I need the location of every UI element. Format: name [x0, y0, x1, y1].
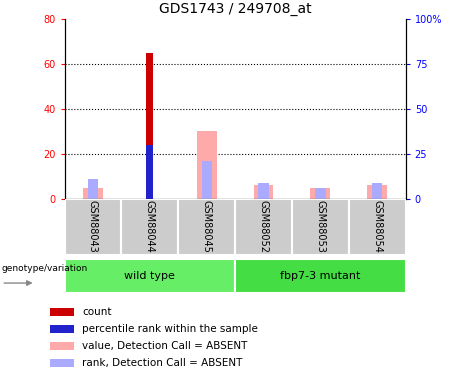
Text: genotype/variation: genotype/variation — [1, 264, 88, 273]
Bar — [197, 131, 217, 199]
Bar — [235, 199, 292, 255]
Bar — [88, 178, 98, 199]
Bar — [201, 160, 212, 199]
Text: wild type: wild type — [124, 271, 175, 280]
Bar — [50, 359, 74, 367]
Bar — [65, 199, 121, 255]
Bar — [50, 308, 74, 316]
Bar — [121, 199, 178, 255]
Text: fbp7-3 mutant: fbp7-3 mutant — [280, 271, 361, 280]
Bar — [65, 259, 235, 292]
Bar — [292, 199, 349, 255]
Bar — [50, 325, 74, 333]
Text: GSM88043: GSM88043 — [88, 201, 98, 253]
Text: GSM88054: GSM88054 — [372, 200, 382, 254]
Bar — [367, 185, 387, 199]
Bar — [83, 188, 103, 199]
Bar — [50, 342, 74, 350]
Text: count: count — [82, 307, 112, 317]
Bar — [349, 199, 406, 255]
Text: GSM88044: GSM88044 — [145, 201, 155, 253]
Bar — [147, 145, 153, 199]
Text: percentile rank within the sample: percentile rank within the sample — [82, 324, 258, 334]
Bar — [235, 259, 406, 292]
Title: GDS1743 / 249708_at: GDS1743 / 249708_at — [159, 2, 312, 16]
Text: GSM88052: GSM88052 — [259, 200, 269, 254]
Bar — [315, 188, 325, 199]
Bar — [259, 183, 269, 199]
Text: value, Detection Call = ABSENT: value, Detection Call = ABSENT — [82, 341, 248, 351]
Bar — [147, 53, 153, 199]
Text: GSM88045: GSM88045 — [201, 200, 212, 254]
Bar — [254, 185, 273, 199]
Text: GSM88053: GSM88053 — [315, 200, 325, 254]
Text: rank, Detection Call = ABSENT: rank, Detection Call = ABSENT — [82, 358, 242, 368]
Bar — [310, 188, 331, 199]
Bar — [372, 183, 382, 199]
Bar — [178, 199, 235, 255]
